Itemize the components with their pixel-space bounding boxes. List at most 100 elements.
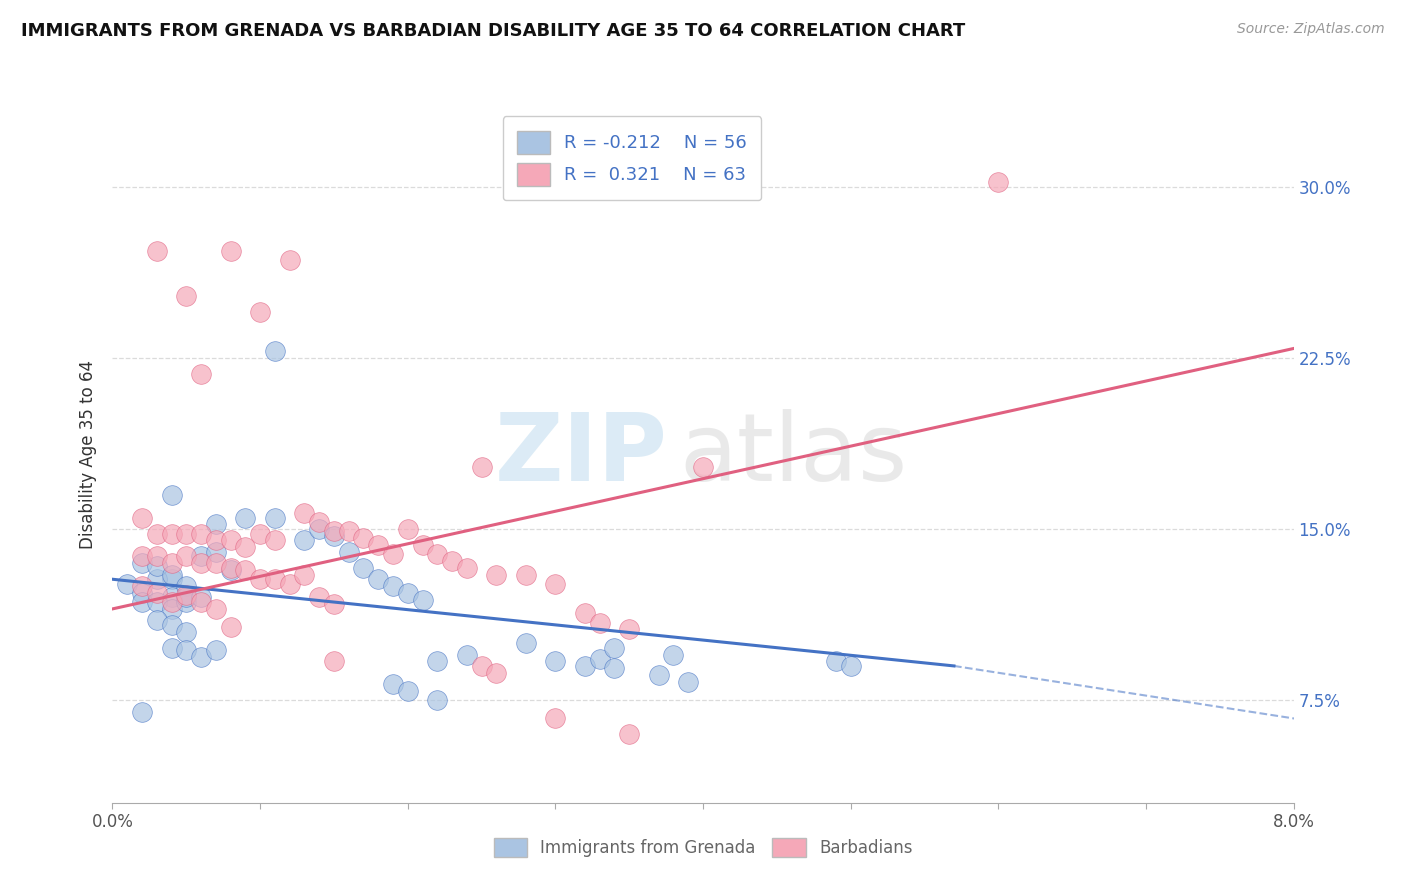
Text: atlas: atlas	[679, 409, 908, 501]
Point	[146, 572, 169, 586]
Point	[249, 526, 271, 541]
Point	[174, 526, 197, 541]
Point	[160, 595, 183, 609]
Point	[190, 649, 212, 664]
Point	[588, 652, 610, 666]
Point	[146, 549, 169, 564]
Point	[485, 567, 508, 582]
Point	[233, 541, 256, 555]
Point	[190, 595, 212, 609]
Point	[367, 572, 389, 586]
Point	[146, 613, 169, 627]
Point	[174, 591, 197, 605]
Point	[205, 545, 228, 559]
Point	[205, 533, 228, 548]
Point	[485, 665, 508, 680]
Point	[412, 538, 434, 552]
Point	[174, 643, 197, 657]
Point	[131, 705, 153, 719]
Point	[146, 558, 169, 573]
Point	[603, 640, 626, 655]
Point	[117, 576, 138, 591]
Point	[174, 549, 197, 564]
Point	[471, 460, 494, 475]
Point	[382, 579, 405, 593]
Point	[412, 592, 434, 607]
Point	[131, 549, 153, 564]
Point	[515, 567, 537, 582]
Point	[308, 515, 330, 529]
Point	[323, 529, 346, 543]
Point	[647, 668, 671, 682]
Point	[249, 305, 271, 319]
Point	[619, 623, 641, 637]
Point	[174, 595, 197, 609]
Point	[456, 561, 478, 575]
Point	[160, 602, 183, 616]
Point	[146, 244, 169, 258]
Point	[160, 618, 183, 632]
Point	[292, 567, 315, 582]
Y-axis label: Disability Age 35 to 64: Disability Age 35 to 64	[79, 360, 97, 549]
Point	[456, 648, 478, 662]
Point	[219, 563, 242, 577]
Legend: Immigrants from Grenada, Barbadians: Immigrants from Grenada, Barbadians	[486, 831, 920, 864]
Point	[190, 556, 212, 570]
Point	[131, 510, 153, 524]
Point	[174, 624, 197, 639]
Point	[323, 598, 346, 612]
Point	[264, 344, 287, 359]
Point	[131, 586, 153, 600]
Point	[249, 572, 271, 586]
Point	[396, 586, 419, 600]
Point	[219, 620, 242, 634]
Point	[278, 252, 301, 267]
Point	[174, 289, 197, 303]
Point	[382, 677, 405, 691]
Point	[160, 488, 183, 502]
Text: IMMIGRANTS FROM GRENADA VS BARBADIAN DISABILITY AGE 35 TO 64 CORRELATION CHART: IMMIGRANTS FROM GRENADA VS BARBADIAN DIS…	[21, 22, 966, 40]
Point	[574, 659, 596, 673]
Point	[146, 526, 169, 541]
Point	[190, 526, 212, 541]
Point	[146, 586, 169, 600]
Point	[160, 567, 183, 582]
Point	[233, 563, 256, 577]
Point	[323, 654, 346, 668]
Point	[619, 727, 641, 741]
Point	[160, 640, 183, 655]
Point	[352, 561, 374, 575]
Point	[337, 545, 360, 559]
Point	[471, 659, 494, 673]
Point	[603, 661, 626, 675]
Point	[426, 693, 449, 707]
Point	[219, 561, 242, 575]
Point	[544, 576, 567, 591]
Point	[174, 588, 197, 602]
Point	[824, 654, 846, 668]
Point	[396, 522, 419, 536]
Point	[323, 524, 346, 539]
Point	[692, 460, 714, 475]
Text: ZIP: ZIP	[495, 409, 668, 501]
Point	[205, 556, 228, 570]
Point	[219, 244, 242, 258]
Point	[174, 579, 197, 593]
Point	[264, 572, 287, 586]
Point	[987, 175, 1010, 189]
Point	[308, 591, 330, 605]
Point	[264, 510, 287, 524]
Point	[131, 556, 153, 570]
Point	[544, 654, 567, 668]
Point	[131, 595, 153, 609]
Point	[441, 554, 464, 568]
Point	[426, 547, 449, 561]
Point	[337, 524, 360, 539]
Point	[588, 615, 610, 630]
Point	[160, 556, 183, 570]
Point	[678, 674, 700, 689]
Point	[190, 591, 212, 605]
Point	[839, 659, 862, 673]
Point	[160, 526, 183, 541]
Point	[292, 506, 315, 520]
